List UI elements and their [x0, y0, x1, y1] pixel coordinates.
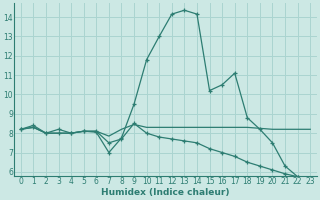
X-axis label: Humidex (Indice chaleur): Humidex (Indice chaleur) [101, 188, 230, 197]
